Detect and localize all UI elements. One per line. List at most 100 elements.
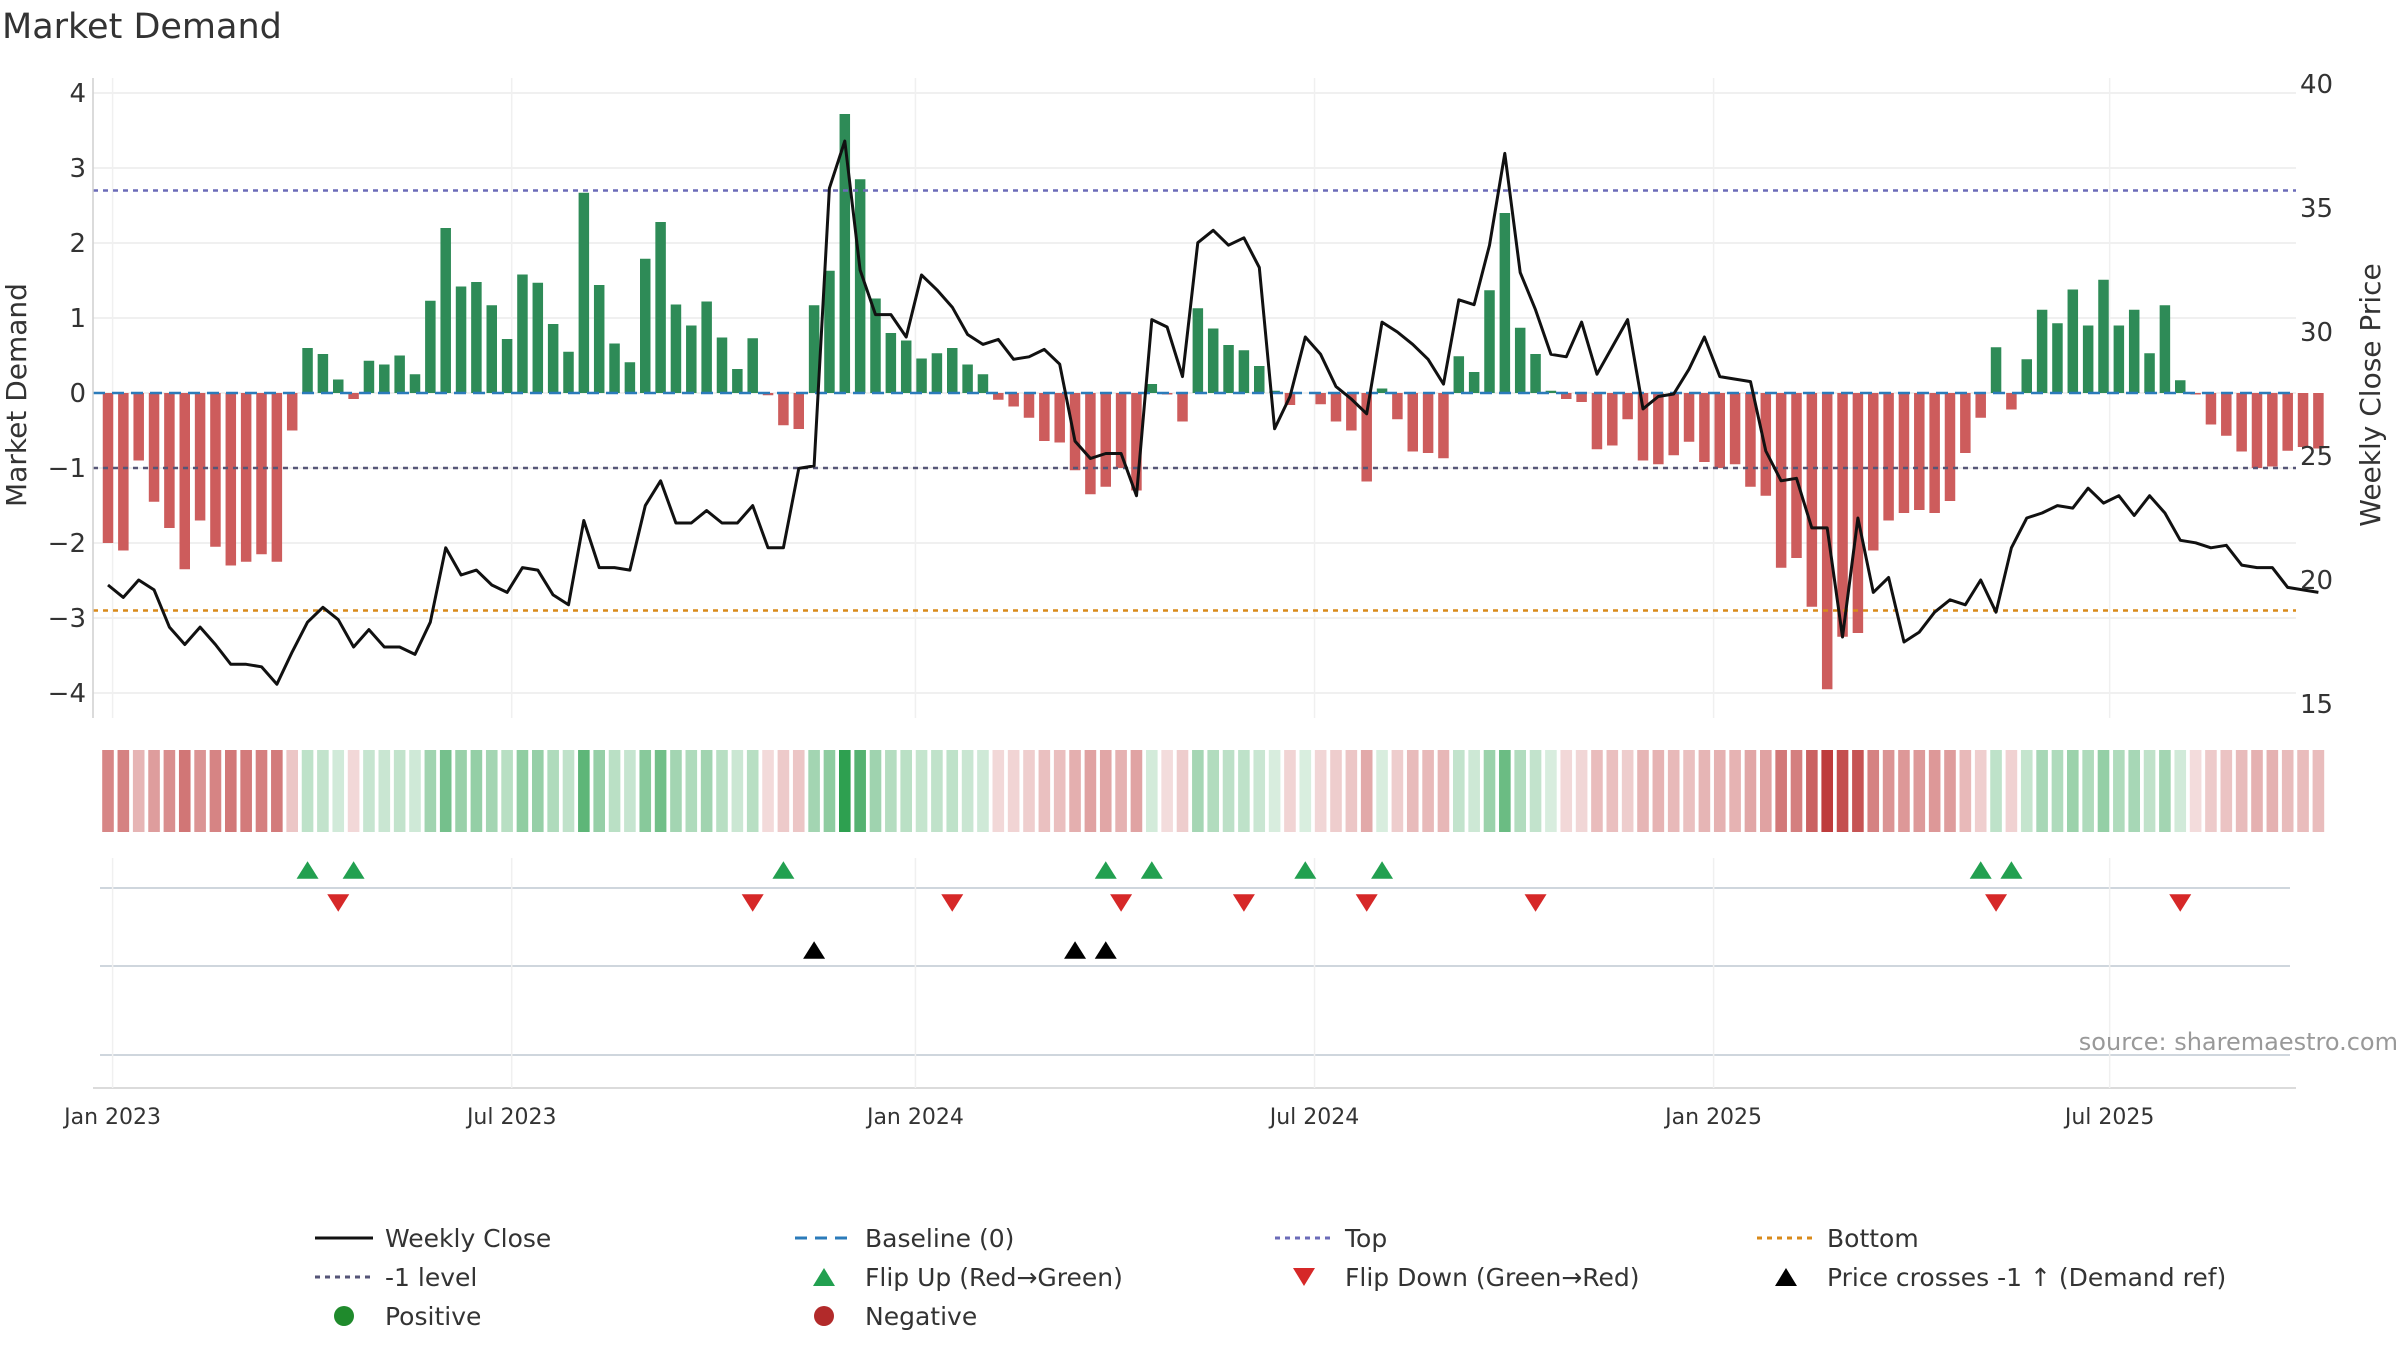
x-tick-label: Jul 2023 <box>465 1105 557 1130</box>
demand-bar <box>1023 393 1035 418</box>
demand-bar <box>1008 393 1019 407</box>
heat-cell <box>961 750 974 832</box>
flip-down-marker <box>1232 894 1255 912</box>
demand-bar <box>900 340 912 393</box>
heat-cell <box>455 750 467 832</box>
heat-cell <box>1514 750 1526 832</box>
demand-bar <box>1453 356 1465 393</box>
heat-cell <box>1928 750 1941 832</box>
heat-cell <box>792 750 805 832</box>
demand-bar <box>194 393 206 521</box>
heat-cell <box>1007 750 1020 832</box>
legend-label: Bottom <box>1827 1224 1919 1253</box>
demand-bar <box>1054 393 1065 443</box>
demand-bar <box>363 360 375 393</box>
heat-cell <box>1760 750 1772 832</box>
flip-up-marker <box>2000 861 2023 879</box>
legend-label: Positive <box>385 1302 481 1331</box>
y-tick-label-left: −1 <box>48 454 86 484</box>
price-cross-marker <box>1094 941 1117 959</box>
heat-cell <box>639 750 652 832</box>
heat-cell <box>1084 750 1097 832</box>
demand-bar <box>532 282 544 393</box>
heat-cell <box>1115 750 1127 832</box>
heat-cell <box>2128 750 2140 832</box>
y-tick-label-left: 3 <box>69 154 86 184</box>
heat-cell <box>470 750 483 832</box>
legend-label: Baseline (0) <box>865 1224 1014 1253</box>
event-markers <box>93 858 2296 1089</box>
heat-cell <box>2051 750 2064 832</box>
heat-cell <box>1698 750 1711 832</box>
heat-cell <box>1806 750 1818 832</box>
demand-bar <box>1591 393 1603 450</box>
heat-cell <box>1944 750 1956 832</box>
heat-cell <box>2020 750 2033 832</box>
heat-cell <box>2205 750 2217 832</box>
heat-cell <box>209 750 222 832</box>
demand-bar <box>2267 393 2278 467</box>
demand-bar <box>1729 393 1741 465</box>
heat-cell <box>2281 750 2294 832</box>
demand-bar <box>1407 393 1418 452</box>
heat-cell <box>301 750 314 832</box>
demand-bar <box>148 393 160 502</box>
y-tick-label-left: 0 <box>69 379 86 409</box>
y-tick-label-right: 40 <box>2300 70 2333 100</box>
heat-cell <box>931 750 943 832</box>
heat-cell <box>1468 750 1480 832</box>
heat-cell <box>854 750 866 832</box>
heat-cell <box>1299 750 1312 832</box>
y-tick-label-right: 25 <box>2300 442 2333 472</box>
price-cross-marker <box>1064 941 1087 959</box>
heat-cell <box>1130 750 1143 832</box>
heat-cell <box>762 750 774 832</box>
heat-cell <box>255 750 268 832</box>
heat-cell <box>424 750 437 832</box>
heat-cell <box>2159 750 2171 832</box>
demand-bar <box>348 393 359 399</box>
heat-cell <box>378 750 391 832</box>
demand-bar <box>1898 393 1910 513</box>
legend: Weekly Close Baseline (0) Top Bottom -1 leve… <box>315 1224 2226 1331</box>
heat-cell <box>1345 750 1358 832</box>
demand-bar <box>317 354 329 393</box>
weekly-close-line <box>107 139 2319 686</box>
heat-cell <box>2067 750 2079 832</box>
legend-item: -1 level <box>315 1263 477 1292</box>
demand-bar <box>1392 393 1403 420</box>
demand-bar <box>486 305 497 393</box>
y-tick-label-right: 30 <box>2300 318 2333 348</box>
y-tick-label-left: −2 <box>48 529 86 559</box>
heat-cell <box>102 750 114 832</box>
y-tick-label-right: 15 <box>2300 690 2333 720</box>
heat-cell <box>562 750 575 832</box>
demand-bar <box>1668 393 1679 456</box>
heat-cell <box>624 750 636 832</box>
demand-bar <box>1069 393 1081 471</box>
demand-bar <box>885 333 897 393</box>
heat-cell <box>1852 750 1864 832</box>
legend-swatch <box>1775 1268 1797 1286</box>
legend-swatch <box>334 1306 354 1326</box>
heat-cell <box>670 750 682 832</box>
demand-bar <box>1207 328 1219 393</box>
legend-item: Top <box>1275 1224 1387 1253</box>
demand-bar <box>2159 305 2171 393</box>
demand-bar <box>686 325 697 393</box>
x-tick-label: Jan 2024 <box>865 1105 964 1130</box>
heat-cell <box>178 750 191 832</box>
heat-cell <box>1652 750 1665 832</box>
heat-cell <box>1575 750 1588 832</box>
demand-bar <box>1115 393 1127 468</box>
heat-cell <box>332 750 345 832</box>
y-tick-label-left: 1 <box>69 304 86 334</box>
heat-cell <box>1882 750 1895 832</box>
demand-bar <box>1561 393 1572 399</box>
price-cross-marker <box>803 941 826 959</box>
demand-bar <box>1806 393 1818 607</box>
demand-bar <box>133 393 144 461</box>
heat-cell <box>1376 750 1388 832</box>
demand-bar <box>2067 289 2079 393</box>
demand-bar <box>1361 393 1372 482</box>
